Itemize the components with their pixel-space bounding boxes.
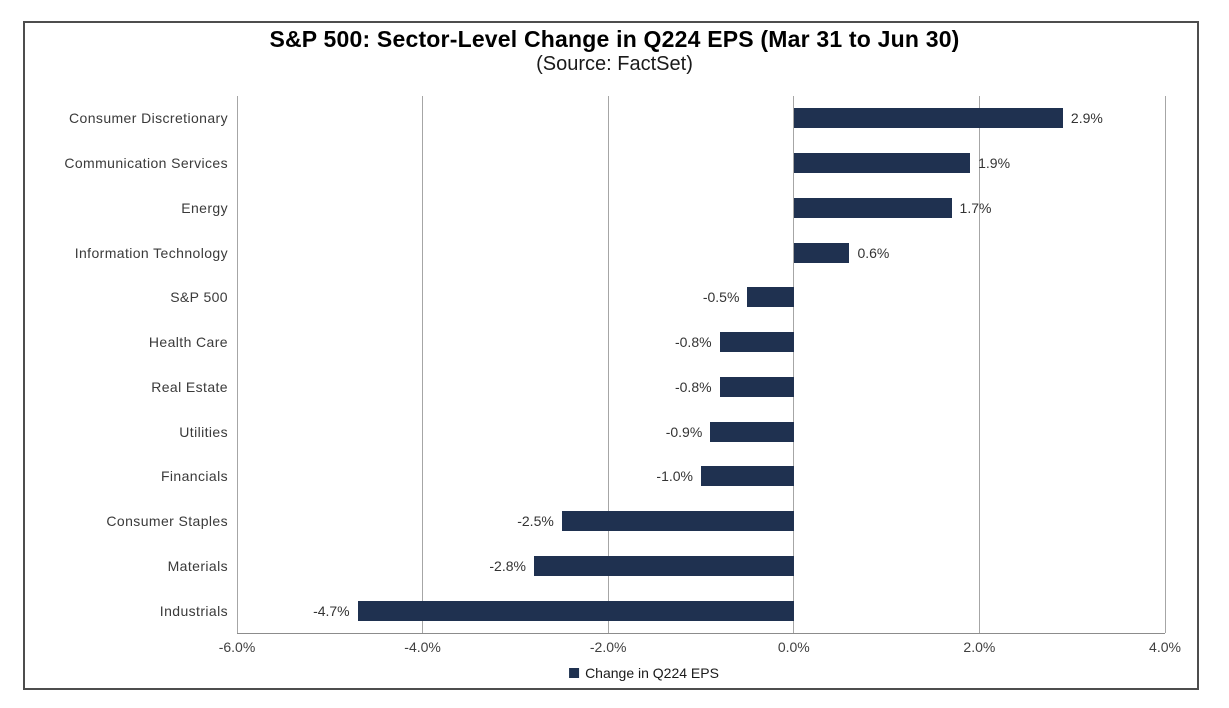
category-label: Utilities <box>179 423 228 440</box>
chart-subtitle: (Source: FactSet) <box>536 53 693 75</box>
bar <box>719 376 794 397</box>
x-tick-label: 2.0% <box>963 639 996 655</box>
chart-border <box>23 21 1199 690</box>
value-label: -0.9% <box>665 423 703 440</box>
bar <box>793 153 971 174</box>
x-tick-label: -4.0% <box>404 639 441 655</box>
legend-label: Change in Q224 EPS <box>585 665 719 681</box>
x-tick-label: 4.0% <box>1149 639 1181 655</box>
value-label: -0.8% <box>674 378 712 395</box>
bar <box>793 108 1063 129</box>
bar <box>710 421 794 442</box>
bar <box>561 511 794 532</box>
bar <box>747 287 794 308</box>
value-label: 1.9% <box>978 155 1011 172</box>
category-label: Health Care <box>148 334 228 351</box>
category-label: S&P 500 <box>170 289 228 306</box>
category-label: Real Estate <box>151 378 228 395</box>
bar <box>357 600 794 621</box>
bar <box>533 555 794 576</box>
category-label: Consumer Staples <box>106 513 228 530</box>
bar <box>719 332 794 353</box>
value-label: 1.7% <box>959 199 992 216</box>
value-label: 0.6% <box>857 244 890 261</box>
bar <box>701 466 794 487</box>
category-label: Industrials <box>159 602 228 619</box>
category-label: Information Technology <box>74 244 228 261</box>
category-label: Materials <box>167 557 228 574</box>
value-label: -1.0% <box>656 468 693 485</box>
x-tick-label: -2.0% <box>589 639 627 655</box>
x-tick-label: 0.0% <box>777 639 810 655</box>
category-axis: Consumer Discretionary Communication Serv… <box>30 96 228 633</box>
gridline <box>422 96 424 633</box>
category-label: Communication Services <box>64 155 228 172</box>
category-label: Energy <box>181 199 228 216</box>
value-label: -4.7% <box>313 602 350 619</box>
category-label: Consumer Discretionary <box>69 110 228 127</box>
value-label: -0.5% <box>702 289 740 306</box>
bar <box>793 242 850 263</box>
x-tick-label: -6.0% <box>218 639 256 655</box>
value-label: 2.9% <box>1070 110 1103 127</box>
gridline <box>607 96 609 633</box>
gridline <box>793 96 795 633</box>
x-axis-line <box>237 633 1165 634</box>
chart-title: S&P 500: Sector-Level Change in Q224 EPS… <box>269 26 960 52</box>
legend: Change in Q224 EPS <box>569 665 719 681</box>
bar <box>793 197 952 218</box>
value-label: -2.8% <box>489 557 526 574</box>
gridline <box>236 96 238 633</box>
plot-area: -6.0% -4.0% -2.0% 0.0% 2.0% 4.0% 2.9% 1.9% 1.7% 0… <box>219 96 1181 655</box>
gridline <box>1164 96 1166 633</box>
category-label: Financials <box>160 468 228 485</box>
gridline <box>978 96 980 633</box>
value-label: -0.8% <box>674 334 712 351</box>
value-label: -2.5% <box>517 513 554 530</box>
legend-square-icon <box>569 668 580 678</box>
